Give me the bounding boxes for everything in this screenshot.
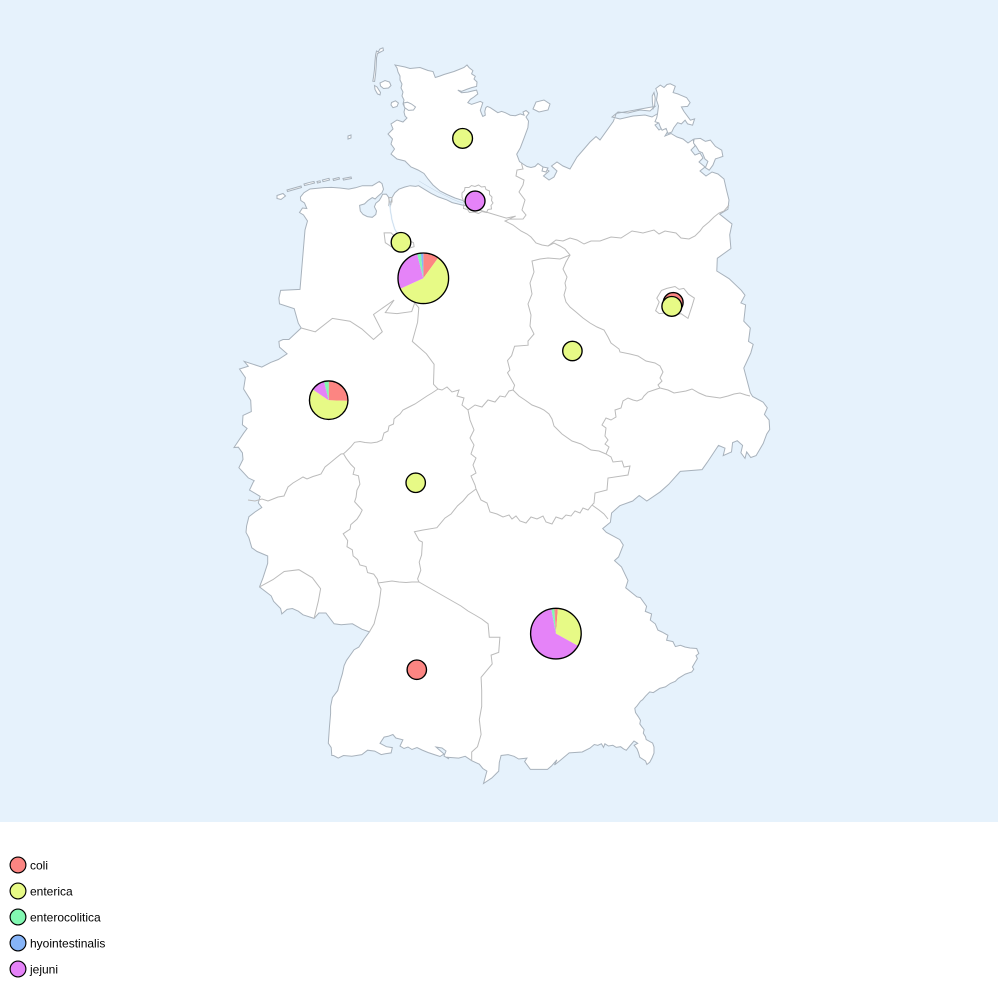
svg-text:coli: coli: [30, 858, 48, 872]
svg-text:enterica: enterica: [30, 884, 73, 898]
svg-text:jejuni: jejuni: [29, 962, 58, 976]
svg-text:hyointestinalis: hyointestinalis: [30, 936, 105, 950]
svg-text:enterocolitica: enterocolitica: [30, 910, 101, 924]
